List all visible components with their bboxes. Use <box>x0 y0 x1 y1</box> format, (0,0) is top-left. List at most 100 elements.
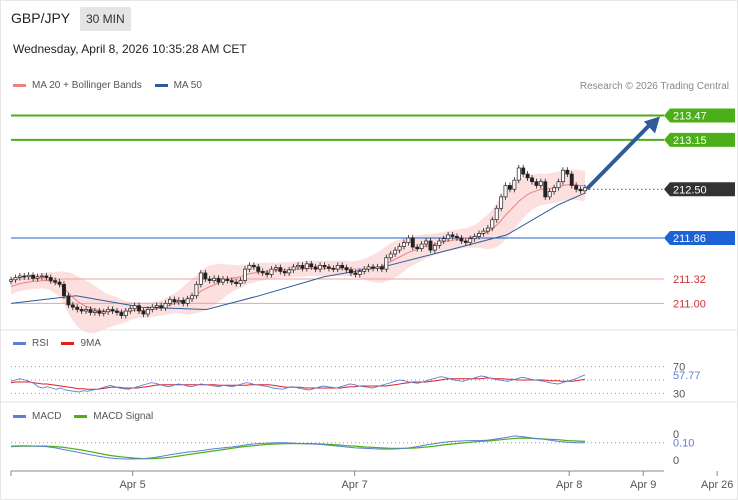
candle-body <box>446 234 451 240</box>
macd-axis-label: 0 <box>673 455 679 467</box>
candle-body <box>424 240 428 245</box>
candles-group <box>9 164 587 319</box>
candle-body <box>212 277 217 281</box>
legend-ma20-bb: MA 20 + Bollinger Bands <box>13 80 142 91</box>
candle-body <box>583 187 587 192</box>
candle-body <box>84 309 89 312</box>
candle-body <box>66 295 71 306</box>
candle-body <box>75 306 80 310</box>
candle-body <box>534 181 539 186</box>
candle-body <box>379 266 384 270</box>
candle-body <box>353 272 358 275</box>
candle-body <box>88 309 93 313</box>
level-tag-bg <box>664 132 735 147</box>
candle-body <box>185 298 190 304</box>
candle-body <box>128 308 133 312</box>
candle-body <box>349 269 353 274</box>
candle-body <box>375 266 380 269</box>
candle-body <box>384 257 389 270</box>
timeframe-button[interactable]: 30 MIN <box>80 7 131 31</box>
candle-body <box>168 299 172 304</box>
candle-body <box>172 299 177 303</box>
support-level-label: 211.00 <box>673 298 706 310</box>
macd-line <box>10 435 585 460</box>
candle-body <box>22 275 27 278</box>
candle-body <box>13 277 18 281</box>
x-axis-tick-label: Apr 5 <box>119 479 145 491</box>
candle-body <box>304 263 309 269</box>
candle-body <box>159 305 164 309</box>
candle-body <box>225 278 230 281</box>
candle-body <box>106 309 111 313</box>
candle-body <box>309 263 314 268</box>
candle-body <box>344 267 349 271</box>
candle-body <box>282 271 287 274</box>
candle-body <box>357 271 362 275</box>
candle-body <box>265 272 270 275</box>
candle-body <box>525 173 530 179</box>
candle-body <box>406 237 411 243</box>
candle-body <box>207 278 212 281</box>
candle-body <box>17 275 22 278</box>
candle-body <box>485 227 490 232</box>
candle-body <box>291 266 296 271</box>
candle-body <box>468 238 473 243</box>
candle-body <box>57 281 62 285</box>
candle-body <box>216 277 221 283</box>
candle-body <box>53 280 58 283</box>
pivot-level-tag: 211.86 <box>664 230 735 245</box>
candle-body <box>44 275 49 278</box>
x-axis-tick-label: Apr 9 <box>630 479 656 491</box>
macd-current-value: 0.10 <box>673 438 694 450</box>
candle-body <box>521 167 526 175</box>
macd-legend: MACD MACD Signal <box>13 411 163 422</box>
candle-body <box>428 240 433 251</box>
target-level-tag: 213.47 <box>664 108 735 123</box>
target-level-label: 213.15 <box>673 135 707 147</box>
candle-body <box>530 177 534 183</box>
candle-body <box>371 266 376 269</box>
forecast-arrow-head <box>644 116 660 134</box>
candle-body <box>560 169 565 183</box>
rsi-axis-label: 70 <box>673 362 685 374</box>
candle-body <box>79 309 84 312</box>
last-level-tag: 212.50 <box>664 182 735 197</box>
candle-body <box>366 266 371 270</box>
ma50-line <box>10 192 586 311</box>
x-axis-tick-label: Apr 8 <box>556 479 582 491</box>
candle-body <box>362 268 367 272</box>
legend-rsi: RSI <box>13 338 49 349</box>
candle-body <box>256 266 261 272</box>
candle-body <box>101 311 106 314</box>
candle-body <box>119 312 124 316</box>
candle-body <box>472 236 477 240</box>
candle-body <box>243 268 247 281</box>
candle-body <box>455 236 459 239</box>
candle-body <box>432 245 437 251</box>
candle-body <box>463 240 468 243</box>
candle-body <box>490 219 495 229</box>
candle-body <box>163 303 168 309</box>
candle-body <box>287 269 292 274</box>
candle-body <box>137 305 141 312</box>
candle-body <box>340 264 345 268</box>
target-level-tag: 213.15 <box>664 132 735 147</box>
target-level-label: 213.47 <box>673 110 707 122</box>
candle-body <box>141 310 146 315</box>
candle-body <box>516 167 521 181</box>
candle-body <box>115 310 119 313</box>
candle-body <box>269 268 274 275</box>
candle-body <box>229 280 234 283</box>
candle-body <box>543 181 548 198</box>
candle-body <box>176 299 181 303</box>
candle-body <box>238 280 243 284</box>
candle-body <box>313 266 318 270</box>
candle-body <box>132 305 137 310</box>
candle-body <box>220 278 225 283</box>
candle-body <box>415 246 420 249</box>
candle-body <box>419 243 424 249</box>
candle-body <box>335 264 340 270</box>
candle-body <box>318 264 323 270</box>
candle-body <box>150 306 155 310</box>
